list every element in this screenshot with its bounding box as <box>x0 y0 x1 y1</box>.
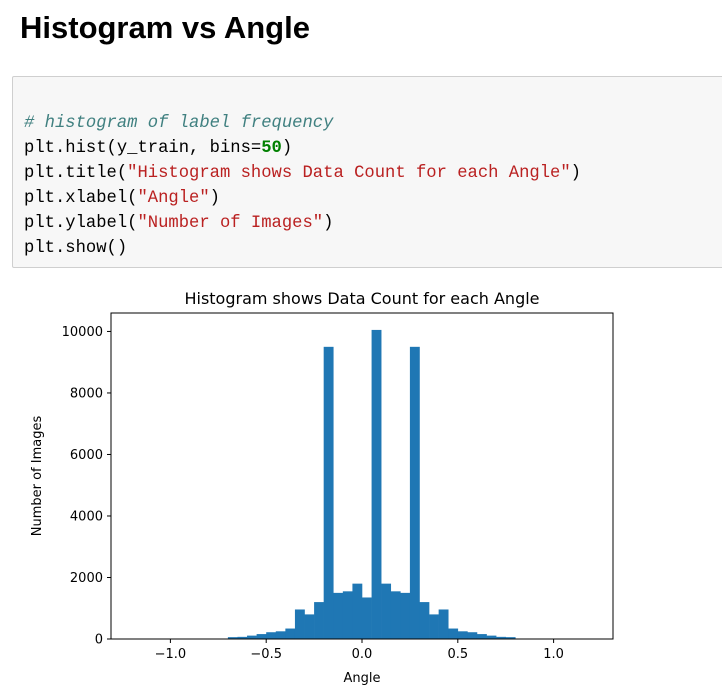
histogram-bar <box>304 614 315 639</box>
code-string: "Number of Images" <box>137 214 324 233</box>
code-text: plt.title( <box>24 164 128 183</box>
y-tick-label: 10000 <box>62 325 103 340</box>
code-cell[interactable]: # histogram of label frequency plt.hist(… <box>12 76 722 268</box>
chart-title: Histogram shows Data Count for each Angl… <box>184 289 539 308</box>
code-string: "Angle" <box>137 189 210 208</box>
code-text: plt.xlabel( <box>24 189 138 208</box>
histogram-bar <box>275 631 286 639</box>
code-text: plt.show() <box>24 239 128 258</box>
histogram-chart: Histogram shows Data Count for each Angl… <box>30 289 614 686</box>
code-line-ylabel: plt.ylabel("Number of Images") <box>24 211 581 236</box>
histogram-bar <box>333 592 344 639</box>
x-axis-label: Angle <box>344 671 381 686</box>
histogram-bars <box>160 329 574 639</box>
code-line-comment: # histogram of label frequency <box>24 111 581 136</box>
y-tick-label: 0 <box>95 633 103 648</box>
code-line-hist: plt.hist(y_train, bins=50) <box>24 136 581 161</box>
x-axis-ticks: −1.0 −0.5 0.0 0.5 1.0 <box>155 639 564 662</box>
code-block: # histogram of label frequency plt.hist(… <box>24 111 581 261</box>
histogram-bar <box>486 635 497 639</box>
y-tick-label: 8000 <box>70 386 103 401</box>
code-text: plt.hist(y_train, bins= <box>24 139 262 158</box>
histogram-bar <box>438 609 449 639</box>
x-tick-label: 0.0 <box>352 647 373 662</box>
histogram-bar <box>457 631 468 639</box>
code-comment: # histogram of label frequency <box>24 114 334 133</box>
histogram-bar <box>476 634 487 639</box>
section-heading: Histogram vs Angle <box>20 10 310 45</box>
histogram-bar <box>237 636 248 639</box>
histogram-bar <box>448 628 459 639</box>
x-tick-label: −1.0 <box>155 647 187 662</box>
code-text: ) <box>570 164 581 183</box>
code-line-show: plt.show() <box>24 236 581 261</box>
histogram-bar <box>390 591 401 639</box>
code-text: plt.ylabel( <box>24 214 138 233</box>
code-text: ) <box>281 139 293 158</box>
histogram-bar <box>400 592 411 639</box>
x-tick-label: −0.5 <box>250 647 282 662</box>
code-line-title: plt.title("Histogram shows Data Count fo… <box>24 161 581 186</box>
histogram-bar <box>362 597 372 639</box>
y-axis-label: Number of Images <box>30 416 45 537</box>
histogram-bar <box>496 636 506 639</box>
histogram-bar <box>314 602 324 639</box>
y-tick-label: 6000 <box>70 448 103 463</box>
code-line-xlabel: plt.xlabel("Angle") <box>24 186 581 211</box>
histogram-bar <box>409 346 420 639</box>
histogram-bar <box>467 632 478 639</box>
code-text: ) <box>323 214 334 233</box>
histogram-bar <box>247 635 257 639</box>
histogram-bar <box>266 632 277 639</box>
histogram-bar <box>429 614 439 639</box>
histogram-bar <box>256 634 267 639</box>
histogram-bar <box>371 329 382 639</box>
histogram-bar <box>419 602 430 639</box>
histogram-bar <box>381 583 392 639</box>
y-tick-label: 2000 <box>70 571 103 586</box>
histogram-bar <box>352 583 363 639</box>
x-tick-label: 0.5 <box>447 647 468 662</box>
code-string: "Histogram shows Data Count for each Ang… <box>127 164 571 183</box>
code-number: 50 <box>261 139 282 158</box>
histogram-bar <box>294 609 305 639</box>
histogram-bar <box>323 346 334 639</box>
histogram-bar <box>285 628 296 639</box>
code-text: ) <box>209 189 220 208</box>
x-tick-label: 1.0 <box>543 647 564 662</box>
y-tick-label: 4000 <box>70 509 103 524</box>
histogram-bar <box>227 637 238 639</box>
histogram-bar <box>505 637 516 639</box>
y-axis-ticks: 0 2000 4000 6000 8000 10000 <box>62 325 111 648</box>
histogram-bar <box>342 591 353 639</box>
